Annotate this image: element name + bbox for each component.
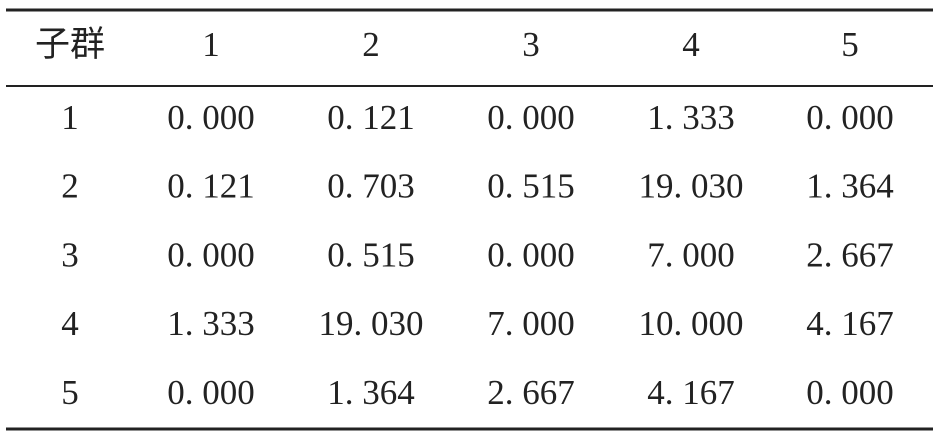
cell: 0. 000 (487, 98, 575, 137)
cell: 4. 167 (806, 304, 894, 343)
cell: 1. 333 (167, 304, 255, 343)
cell: 0. 000 (806, 98, 894, 137)
header-cell: 子群 (35, 25, 105, 64)
header-cell: 5 (841, 25, 859, 64)
cell: 1. 333 (647, 98, 735, 137)
cell: 0. 703 (327, 167, 415, 206)
header-cell: 1 (202, 25, 220, 64)
row-label: 2 (61, 167, 79, 206)
row-label: 1 (61, 98, 79, 137)
cell: 19. 030 (319, 304, 424, 343)
cell: 0. 000 (167, 373, 255, 412)
header-cell: 4 (682, 25, 700, 64)
cell: 10. 000 (639, 304, 744, 343)
cell: 4. 167 (647, 373, 735, 412)
cell: 19. 030 (639, 167, 744, 206)
cell: 0. 121 (327, 98, 415, 137)
cell: 0. 121 (167, 167, 255, 206)
header-cell: 2 (362, 25, 380, 64)
cell: 0. 000 (806, 373, 894, 412)
row-label: 4 (61, 304, 79, 343)
cell: 0. 000 (167, 98, 255, 137)
row-label: 3 (61, 235, 79, 274)
cell: 0. 000 (487, 235, 575, 274)
header-cell: 3 (522, 25, 540, 64)
row-label: 5 (61, 373, 79, 412)
cell: 0. 000 (167, 235, 255, 274)
cell: 1. 364 (327, 373, 415, 412)
cell: 7. 000 (647, 235, 735, 274)
cell: 0. 515 (487, 167, 575, 206)
cell: 1. 364 (806, 167, 894, 206)
cell: 2. 667 (806, 235, 894, 274)
cell: 7. 000 (487, 304, 575, 343)
cell: 0. 515 (327, 235, 415, 274)
cell: 2. 667 (487, 373, 575, 412)
